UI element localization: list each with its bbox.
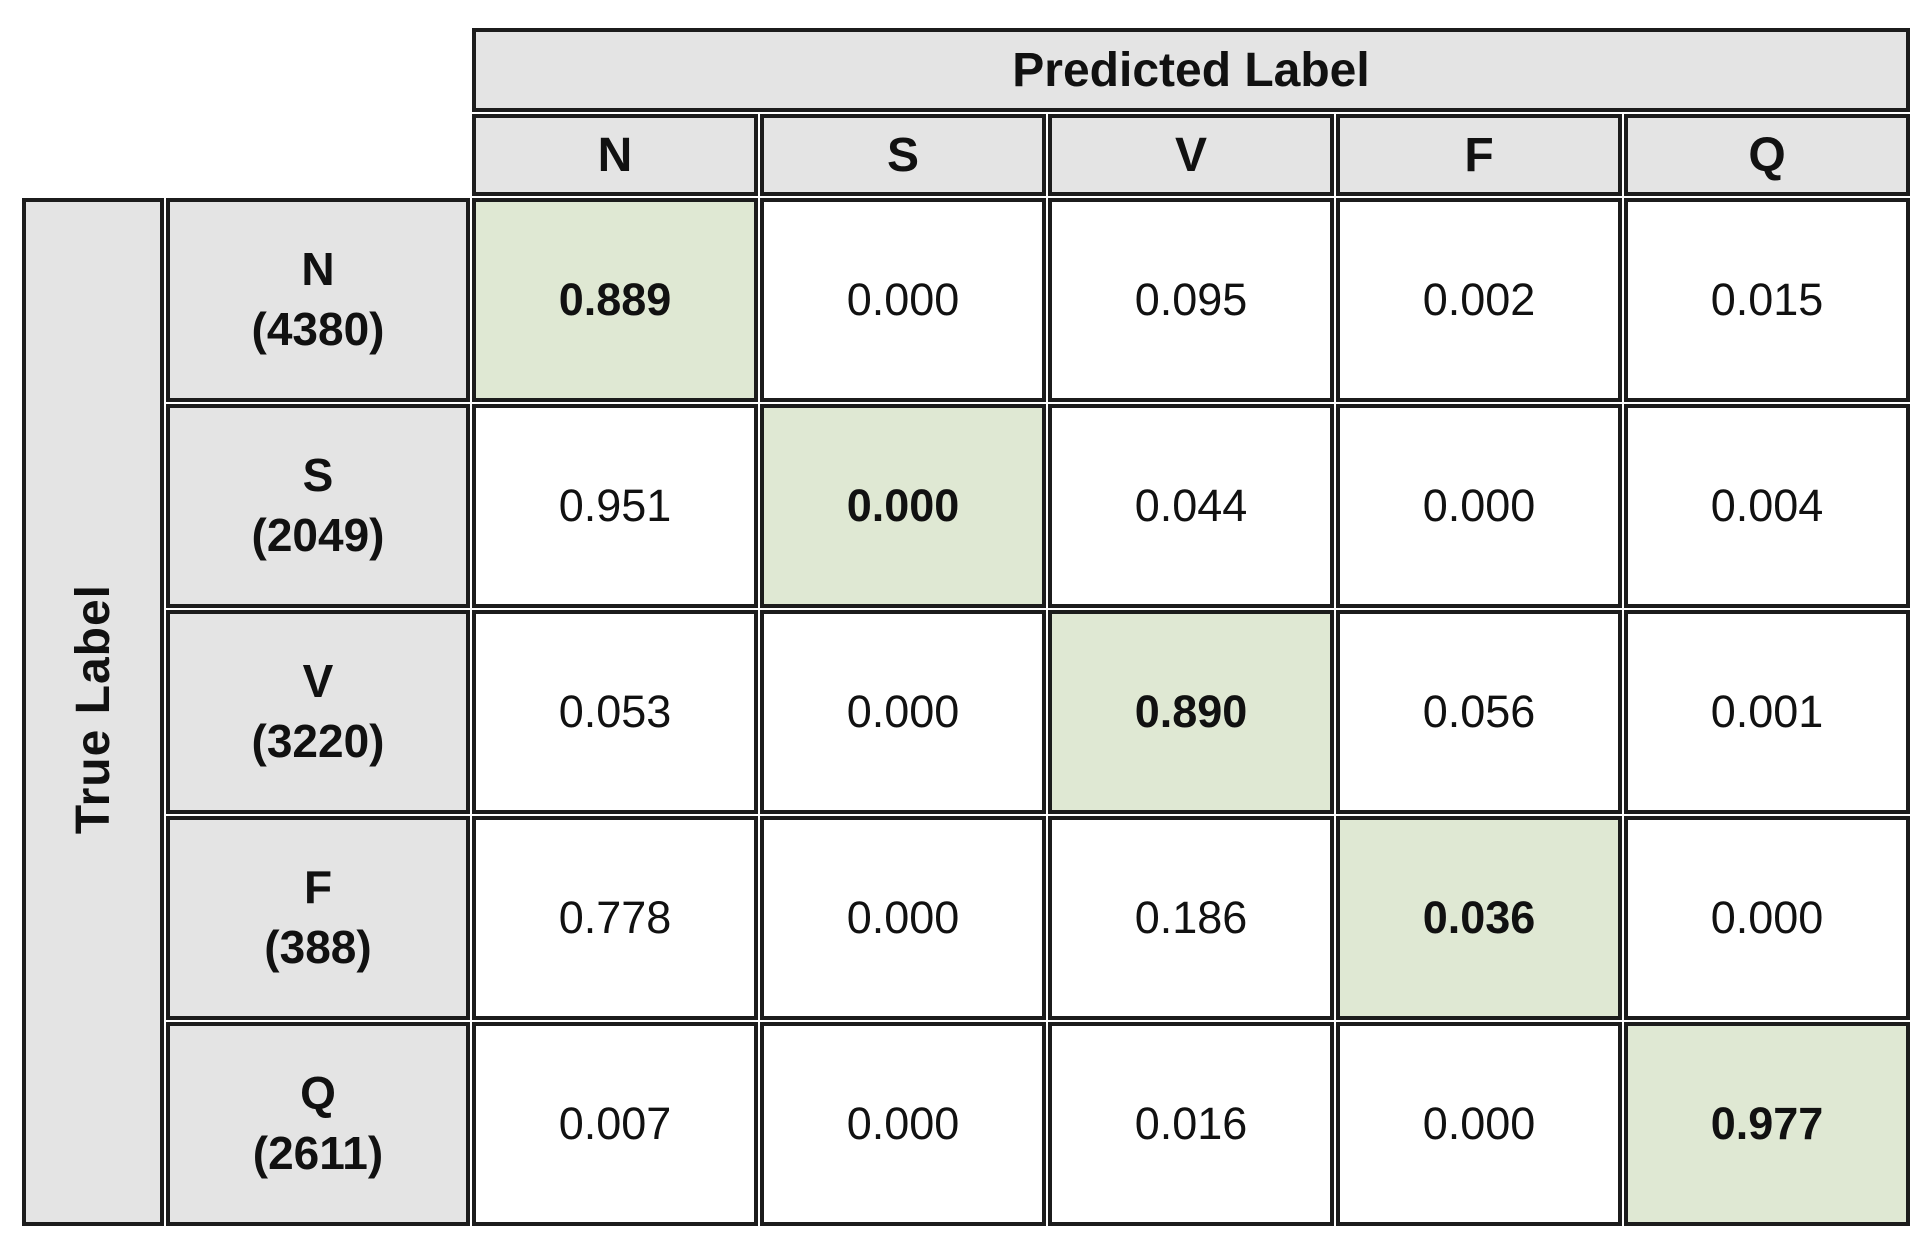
cell-S-Q: 0.004	[1624, 404, 1910, 608]
cell-S-S: 0.000	[760, 404, 1046, 608]
true-label-text: True Label	[66, 584, 120, 835]
cell-F-S: 0.000	[760, 816, 1046, 1020]
cell-F-Q: 0.000	[1624, 816, 1910, 1020]
cell-V-V: 0.890	[1048, 610, 1334, 814]
cell-Q-F: 0.000	[1336, 1022, 1622, 1226]
cell-N-S: 0.000	[760, 198, 1046, 402]
row-header-S: S (2049)	[166, 404, 470, 608]
predicted-label-header: Predicted Label	[472, 28, 1910, 112]
row-count: (4380)	[251, 303, 385, 355]
col-header-F: F	[1336, 114, 1622, 196]
predicted-label-row: Predicted Label	[22, 28, 1910, 112]
cell-N-N: 0.889	[472, 198, 758, 402]
cell-F-V: 0.186	[1048, 816, 1334, 1020]
table-row: Q (2611) 0.007 0.000 0.016 0.000 0.977	[22, 1022, 1910, 1226]
row-header-Q: Q (2611)	[166, 1022, 470, 1226]
cell-Q-S: 0.000	[760, 1022, 1046, 1226]
confusion-matrix-table: Predicted Label N S V F Q True Label N (…	[20, 26, 1912, 1228]
cell-V-F: 0.056	[1336, 610, 1622, 814]
cell-N-Q: 0.015	[1624, 198, 1910, 402]
cell-N-F: 0.002	[1336, 198, 1622, 402]
cell-F-N: 0.778	[472, 816, 758, 1020]
row-header-V: V (3220)	[166, 610, 470, 814]
cell-Q-V: 0.016	[1048, 1022, 1334, 1226]
cell-N-V: 0.095	[1048, 198, 1334, 402]
cell-Q-Q: 0.977	[1624, 1022, 1910, 1226]
corner-spacer	[22, 114, 470, 196]
cell-S-V: 0.044	[1048, 404, 1334, 608]
col-header-V: V	[1048, 114, 1334, 196]
row-label: V	[302, 655, 334, 708]
cell-V-N: 0.053	[472, 610, 758, 814]
row-label: Q	[300, 1067, 336, 1120]
table-row: True Label N (4380) 0.889 0.000 0.095 0.…	[22, 198, 1910, 1226]
row-count: (3220)	[251, 715, 385, 767]
cell-V-Q: 0.001	[1624, 610, 1910, 814]
cell-V-S: 0.000	[760, 610, 1046, 814]
cell-F-F: 0.036	[1336, 816, 1622, 1020]
row-label: N	[301, 243, 335, 296]
col-header-S: S	[760, 114, 1046, 196]
row-header-N: N (4380)	[166, 198, 470, 402]
true-label-header: True Label	[22, 198, 164, 1226]
cell-S-F: 0.000	[1336, 404, 1622, 608]
table-row: V (3220) 0.053 0.000 0.890 0.056 0.001	[22, 610, 1910, 814]
row-count: (2611)	[252, 1127, 384, 1179]
table-row: S (2049) 0.951 0.000 0.044 0.000 0.004	[22, 404, 1910, 608]
row-header-F: F (388)	[166, 816, 470, 1020]
cell-Q-N: 0.007	[472, 1022, 758, 1226]
corner-spacer	[22, 28, 470, 112]
row-label: S	[302, 449, 334, 502]
column-header-row: N S V F Q	[22, 114, 1910, 196]
col-header-Q: Q	[1624, 114, 1910, 196]
cell-S-N: 0.951	[472, 404, 758, 608]
row-count: (2049)	[251, 509, 385, 561]
row-count: (388)	[264, 921, 372, 973]
row-label: F	[303, 861, 333, 914]
col-header-N: N	[472, 114, 758, 196]
table-row: F (388) 0.778 0.000 0.186 0.036 0.000	[22, 816, 1910, 1020]
